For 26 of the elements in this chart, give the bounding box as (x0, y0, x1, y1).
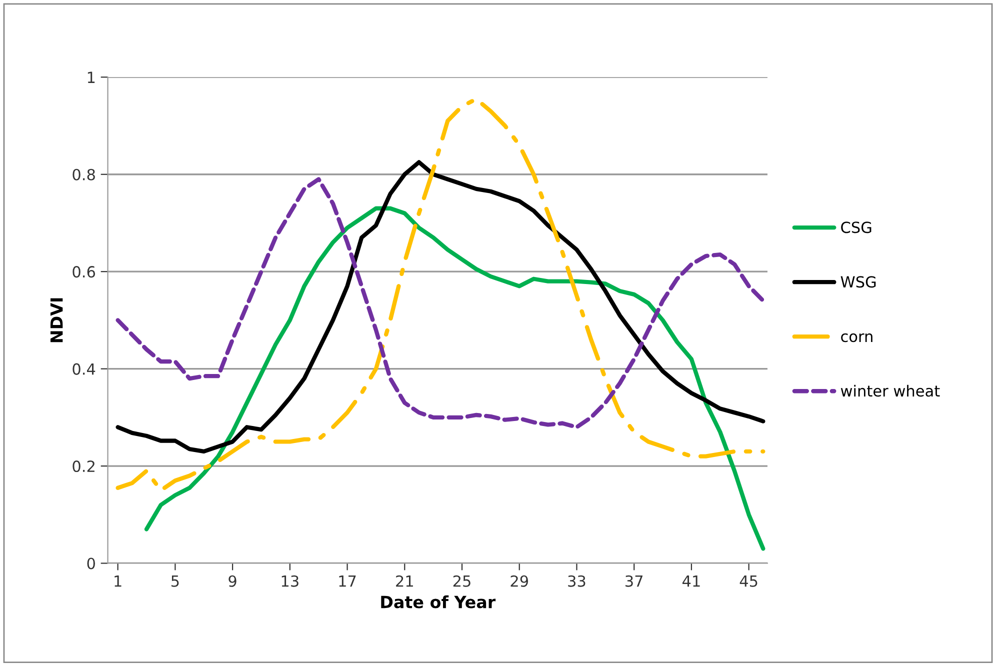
legend-label: CSG (841, 222, 872, 234)
x-tick-label: 25 (453, 575, 470, 587)
y-tick-label: 0 (87, 558, 95, 570)
x-tick-label: 33 (568, 575, 586, 587)
legend-label: corn (841, 333, 872, 342)
x-tick-label: 5 (172, 576, 179, 587)
legend-label: winter wheat (840, 384, 940, 397)
x-tick-label: 45 (740, 576, 758, 587)
x-tick-label: 29 (510, 575, 528, 587)
legend-label: WSG (840, 276, 876, 288)
line-series (116, 96, 766, 492)
line-series (144, 206, 766, 551)
x-tick-label: 13 (282, 575, 298, 587)
y-tick-label: 1 (88, 72, 95, 83)
y-axis-title: NDVI (50, 298, 63, 342)
x-tick-label: 41 (682, 576, 700, 587)
x-tick-label: 9 (228, 575, 236, 587)
x-tick-label: 1 (114, 576, 122, 587)
x-tick-label: 37 (626, 575, 643, 587)
x-axis-title: Date of Year (381, 595, 496, 608)
y-tick-label: 0.6 (72, 266, 96, 278)
y-tick-label: 0.2 (72, 460, 94, 472)
x-tick-label: 21 (396, 575, 413, 587)
y-tick-label: 0.8 (72, 168, 95, 180)
x-tick-label: 17 (339, 576, 356, 587)
y-tick-label: 0.4 (72, 363, 96, 375)
